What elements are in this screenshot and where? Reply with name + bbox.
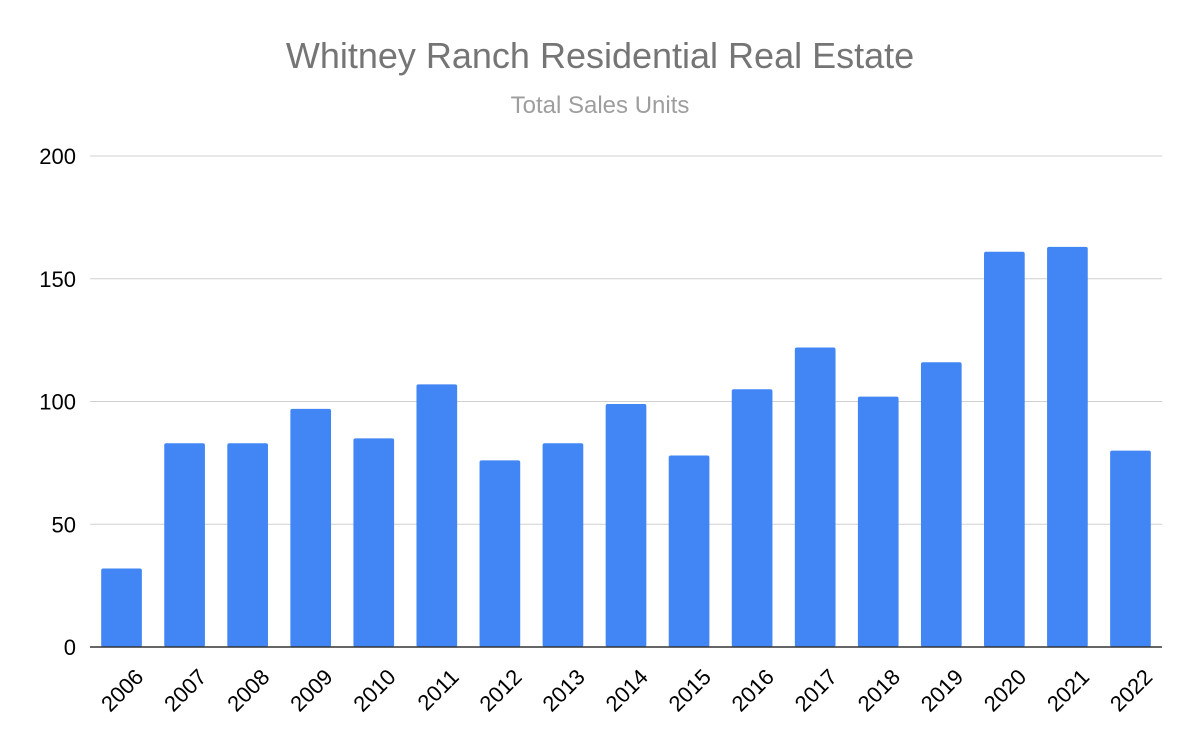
bar-2014 (605, 403, 647, 647)
bar-2008 (227, 443, 268, 647)
y-axis-ticks: 0 50 100 150 200 (39, 144, 76, 660)
bar-2007 (164, 443, 205, 647)
x-tick-label: 2007 (159, 664, 211, 716)
x-tick-label: 2013 (537, 664, 589, 716)
x-tick-label: 2016 (727, 664, 779, 716)
x-tick-label: 2019 (916, 664, 968, 716)
bar-2011 (416, 384, 458, 647)
x-tick-label: 2011 (413, 664, 464, 715)
y-tick-label: 50 (52, 512, 76, 537)
bar-2012 (479, 460, 521, 647)
chart-subtitle: Total Sales Units (511, 92, 690, 119)
x-tick-label: 2014 (601, 664, 653, 716)
y-tick-label: 200 (39, 144, 76, 169)
x-tick-label: 2022 (1105, 664, 1157, 716)
x-tick-label: 2010 (348, 664, 400, 716)
chart-title: Whitney Ranch Residential Real Estate (286, 35, 914, 76)
bar-2017 (794, 347, 836, 647)
y-tick-label: 150 (39, 267, 76, 292)
bar-2020 (984, 251, 1025, 647)
y-tick-label: 100 (39, 390, 76, 415)
bar-2018 (857, 396, 899, 647)
bar-2019 (920, 362, 962, 647)
x-axis-ticks: 2006 2007 2008 2009 2010 2011 2012 2013 2014 2015… (96, 664, 1157, 716)
y-tick-label: 0 (64, 635, 76, 660)
bar-2022 (1110, 450, 1151, 647)
x-tick-label: 2006 (96, 664, 148, 716)
x-tick-label: 2018 (853, 664, 905, 716)
x-tick-label: 2015 (664, 664, 716, 716)
bars (101, 246, 1151, 647)
bar-2016 (731, 389, 773, 647)
x-tick-label: 2012 (474, 664, 526, 716)
bar-2013 (542, 443, 584, 647)
bar-2021 (1047, 246, 1088, 647)
x-tick-label: 2009 (285, 664, 337, 716)
x-tick-label: 2020 (979, 664, 1031, 716)
x-tick-label: 2021 (1042, 664, 1094, 716)
bar-2009 (290, 408, 332, 647)
bar-2015 (668, 455, 710, 647)
bar-2010 (353, 438, 395, 647)
bar-2006 (101, 568, 142, 647)
x-tick-label: 2008 (222, 664, 274, 716)
x-tick-label: 2017 (790, 664, 842, 716)
